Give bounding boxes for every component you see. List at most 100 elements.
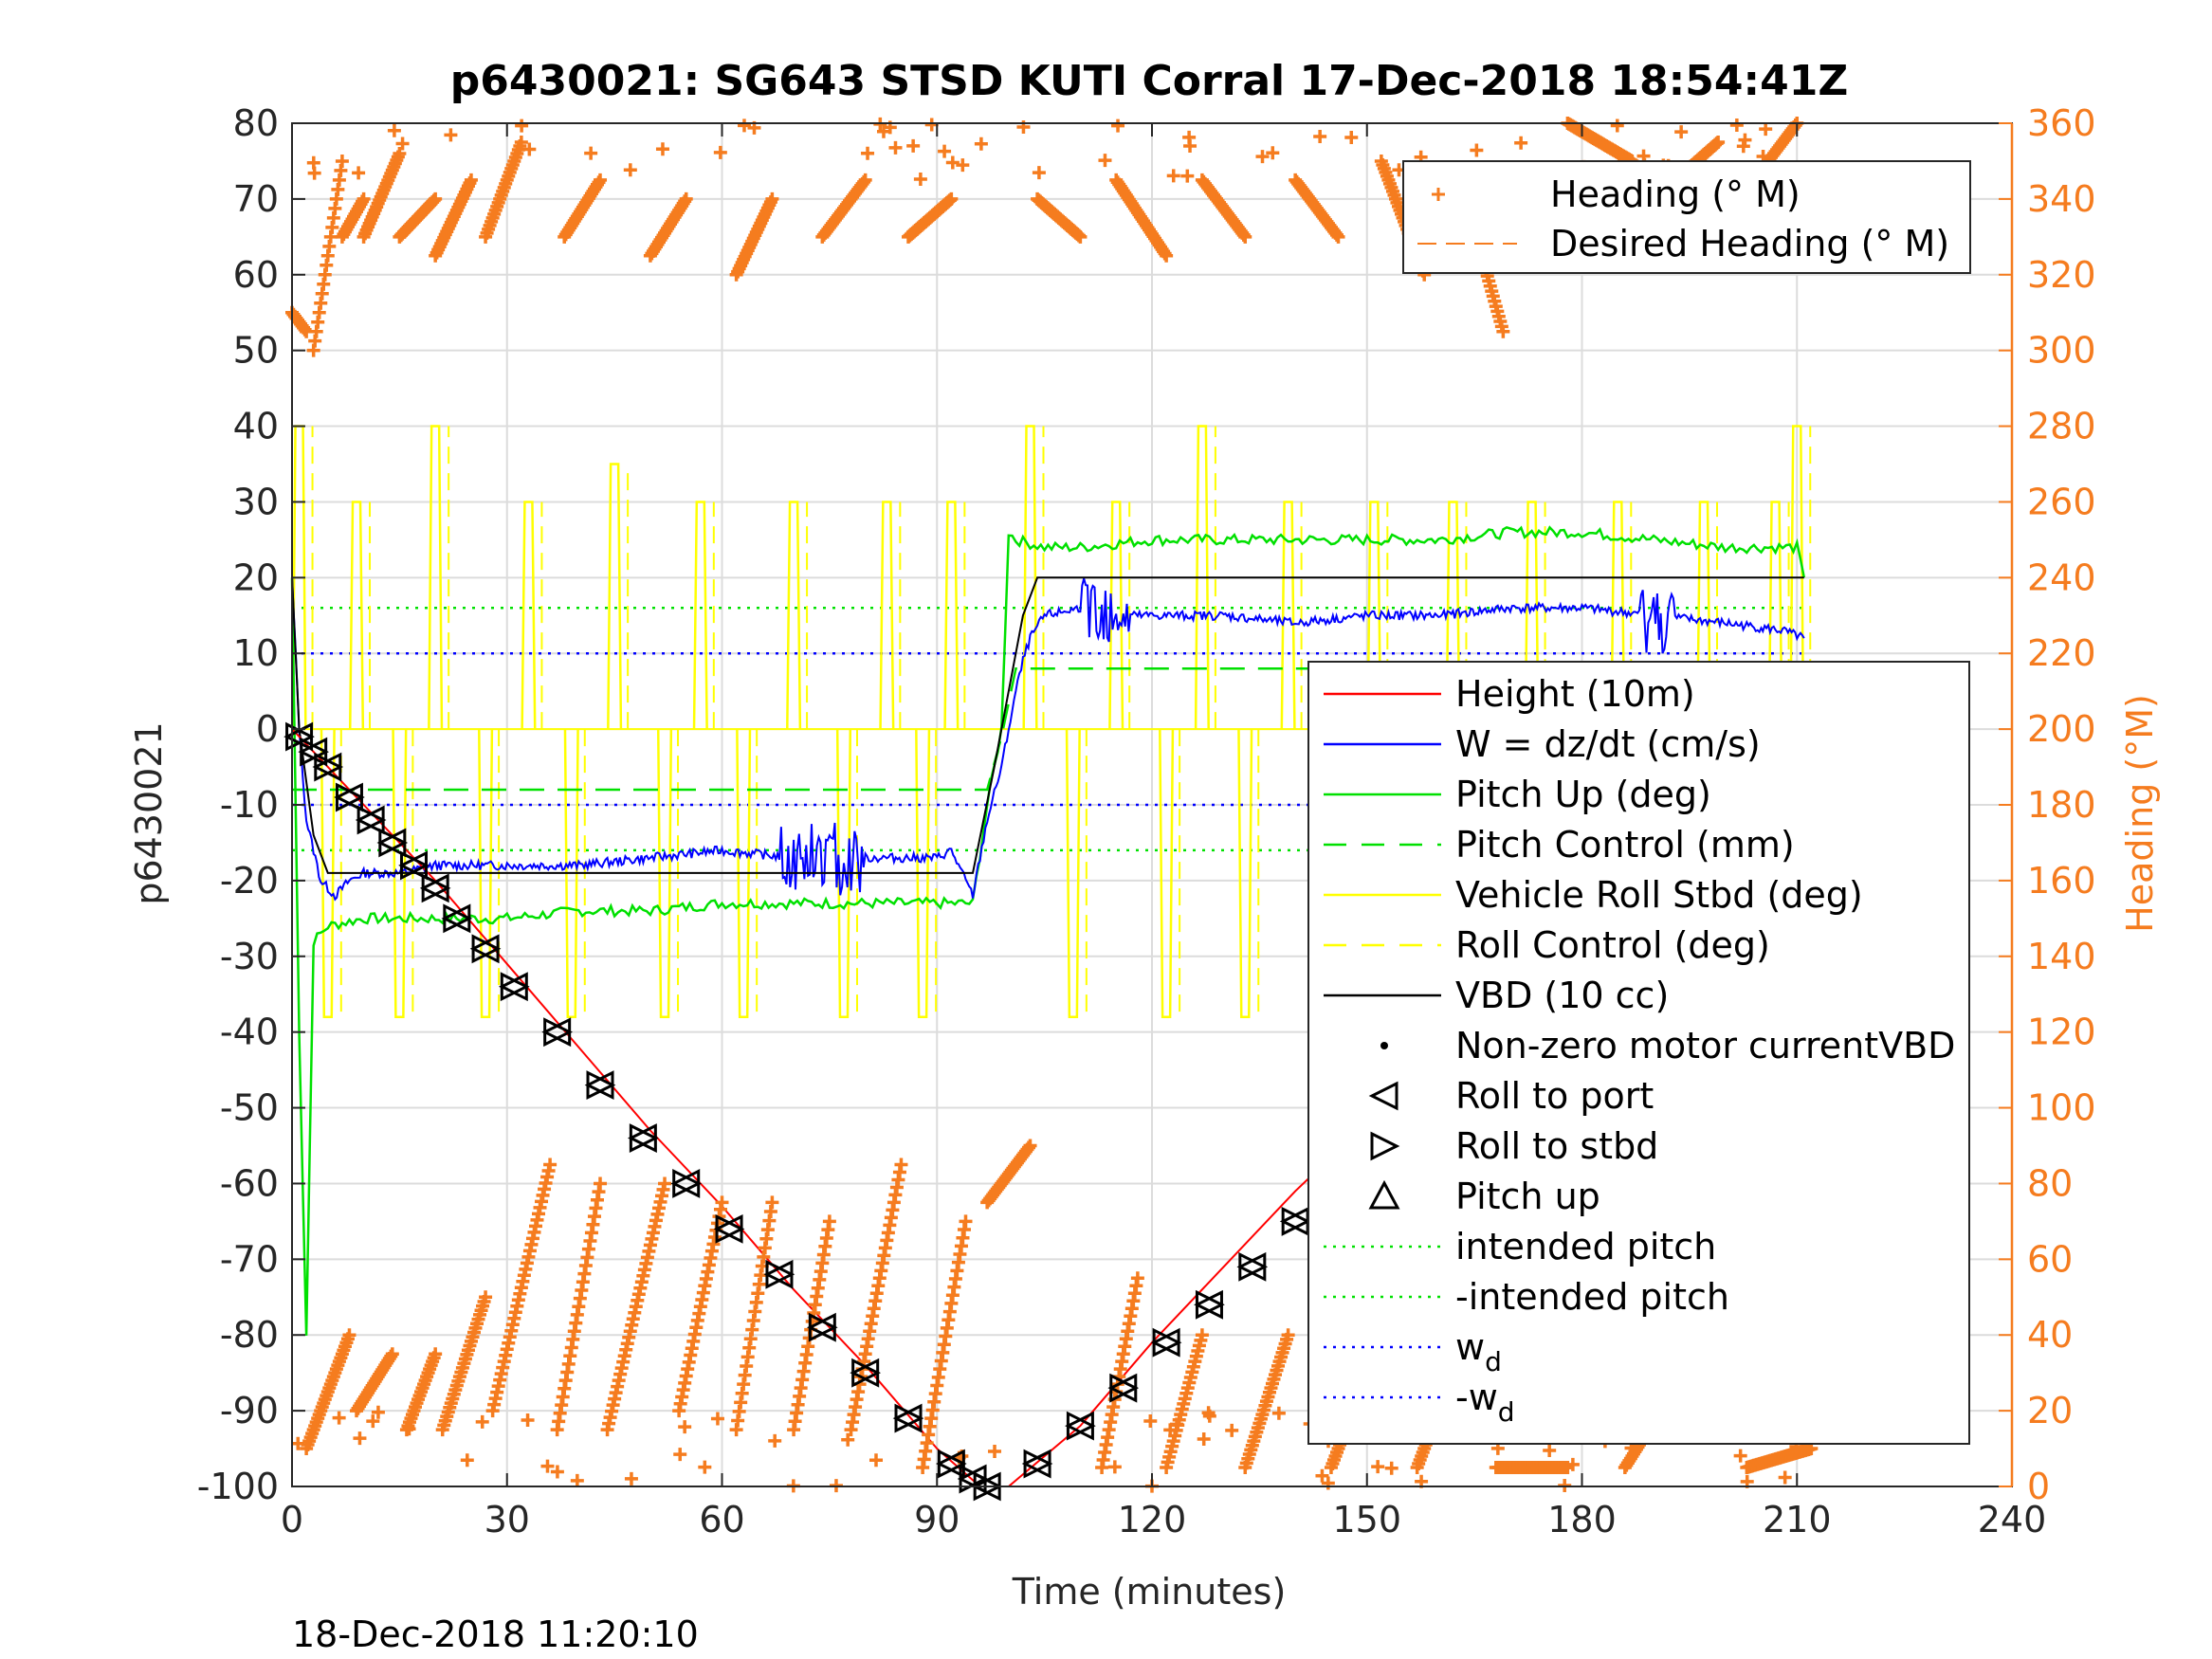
legend-entry-label: Pitch up <box>1455 1176 1600 1217</box>
roll-to-stbd-marker <box>471 934 502 964</box>
legend-entry-label: Roll to port <box>1455 1075 1654 1117</box>
roll-to-stbd-marker <box>543 1017 574 1048</box>
heading-point <box>678 1420 692 1434</box>
legend-roll-stbd-symbol <box>1370 1131 1400 1161</box>
heading-point <box>366 1414 380 1429</box>
heading-point <box>594 1176 608 1191</box>
x-tick-label: 210 <box>1763 1499 1832 1540</box>
roll-to-stbd-marker <box>500 972 530 1002</box>
roll-to-stbd-marker <box>421 873 451 903</box>
roll-to-stbd-marker <box>808 1312 838 1342</box>
vbd-line <box>291 576 1804 874</box>
heading-point <box>737 118 751 133</box>
heading-point <box>1470 143 1484 157</box>
y-tick-label-left: -100 <box>197 1466 279 1507</box>
heading-point <box>1130 1271 1144 1285</box>
roll-spike <box>786 501 802 730</box>
heading-point <box>429 191 443 206</box>
roll-spike <box>1237 729 1253 1018</box>
heading-point <box>342 1328 356 1342</box>
y-tick-label-right: 180 <box>2027 784 2096 826</box>
heading-point <box>540 1459 555 1473</box>
heading-point <box>906 138 921 153</box>
y-tick-label-left: -40 <box>220 1012 279 1053</box>
heading-point <box>861 146 875 160</box>
roll-to-stbd-marker <box>586 1070 616 1101</box>
roll-to-stbd-marker <box>1238 1251 1269 1282</box>
y-tick-label-right: 320 <box>2027 254 2096 296</box>
heading-point <box>673 1448 687 1462</box>
heading-point <box>521 1413 535 1428</box>
heading-point <box>475 1414 489 1429</box>
roll-spike <box>692 501 708 730</box>
heading-point <box>1384 1461 1398 1475</box>
roll-spike <box>348 501 365 730</box>
heading-point <box>713 145 727 159</box>
heading-point <box>395 137 410 151</box>
heading-point <box>868 1453 883 1468</box>
y-tick-label-right: 140 <box>2027 936 2096 977</box>
heading-point <box>1160 248 1174 263</box>
y-tick-label-right: 280 <box>2027 406 2096 447</box>
roll-to-stbd-marker <box>1066 1411 1096 1441</box>
y-tick-label-left: 20 <box>233 556 279 598</box>
heading-point <box>1711 135 1726 149</box>
y-tick-label-left: -10 <box>220 784 279 826</box>
y-tick-label-right: 100 <box>2027 1087 2096 1129</box>
heading-point <box>959 1214 973 1229</box>
heading-point <box>1032 166 1046 180</box>
roll-spike <box>943 501 960 730</box>
y-tick-label-left: 30 <box>233 481 279 522</box>
heading-point <box>698 1460 712 1474</box>
y-tick-label-right: 360 <box>2027 102 2096 144</box>
roll-spike <box>1022 425 1038 730</box>
legend-top-label: Desired Heading (° M) <box>1550 223 1949 264</box>
w-line <box>291 575 1805 902</box>
y-tick-label-right: 0 <box>2027 1466 2050 1507</box>
heading-point <box>1733 1449 1747 1463</box>
heading-point <box>1738 133 1752 147</box>
y-tick-label-right: 220 <box>2027 632 2096 674</box>
legend-roll-port-symbol <box>1368 1081 1398 1111</box>
heading-point <box>1255 150 1270 164</box>
heading-point <box>522 142 537 156</box>
y-tick-label-right: 300 <box>2027 330 2096 372</box>
heading-point <box>1170 1417 1184 1431</box>
y-tick-label-left: 70 <box>233 178 279 220</box>
legend-top-box <box>1402 160 1971 274</box>
heading-point <box>371 1405 385 1419</box>
roll-spike <box>428 425 444 730</box>
heading-point <box>464 173 478 187</box>
heading-point <box>1166 169 1180 183</box>
heading-point <box>894 1158 908 1172</box>
roll-spike <box>1280 501 1296 730</box>
roll-to-stbd-marker <box>1281 1206 1311 1236</box>
heading-point <box>594 173 608 187</box>
pitch-up-line <box>290 525 1806 1336</box>
roll-to-stbd-marker <box>1109 1373 1140 1403</box>
y-tick-label-right: 20 <box>2027 1390 2073 1431</box>
roll-to-stbd-marker <box>715 1213 745 1244</box>
x-tick-label: 60 <box>699 1499 744 1540</box>
y-tick-label-right: 60 <box>2027 1238 2073 1280</box>
roll-to-stbd-marker <box>959 1464 989 1494</box>
heading-point <box>1183 138 1197 153</box>
y-tick-label-left: 50 <box>233 330 279 372</box>
legend-entry-label: Vehicle Roll Stbd (deg) <box>1455 874 1863 916</box>
heading-point <box>679 191 693 206</box>
heading-point <box>1180 169 1195 183</box>
roll-to-stbd-marker <box>335 782 365 812</box>
legend-entry-label: Roll to stbd <box>1455 1125 1658 1167</box>
roll-to-stbd-marker <box>314 752 344 782</box>
y-tick-label-left: -60 <box>220 1162 279 1204</box>
heading-point <box>1729 118 1744 132</box>
y-tick-label-left: -30 <box>220 936 279 977</box>
legend-entry-label: intended pitch <box>1455 1226 1716 1267</box>
heading-point <box>710 1412 724 1426</box>
heading-point <box>1315 1468 1329 1483</box>
roll-to-stbd-marker <box>378 828 409 858</box>
heading-point <box>1331 229 1345 244</box>
x-tick-label: 30 <box>484 1499 530 1540</box>
roll-to-stbd-marker <box>300 737 330 767</box>
heading-point <box>1143 1414 1158 1429</box>
